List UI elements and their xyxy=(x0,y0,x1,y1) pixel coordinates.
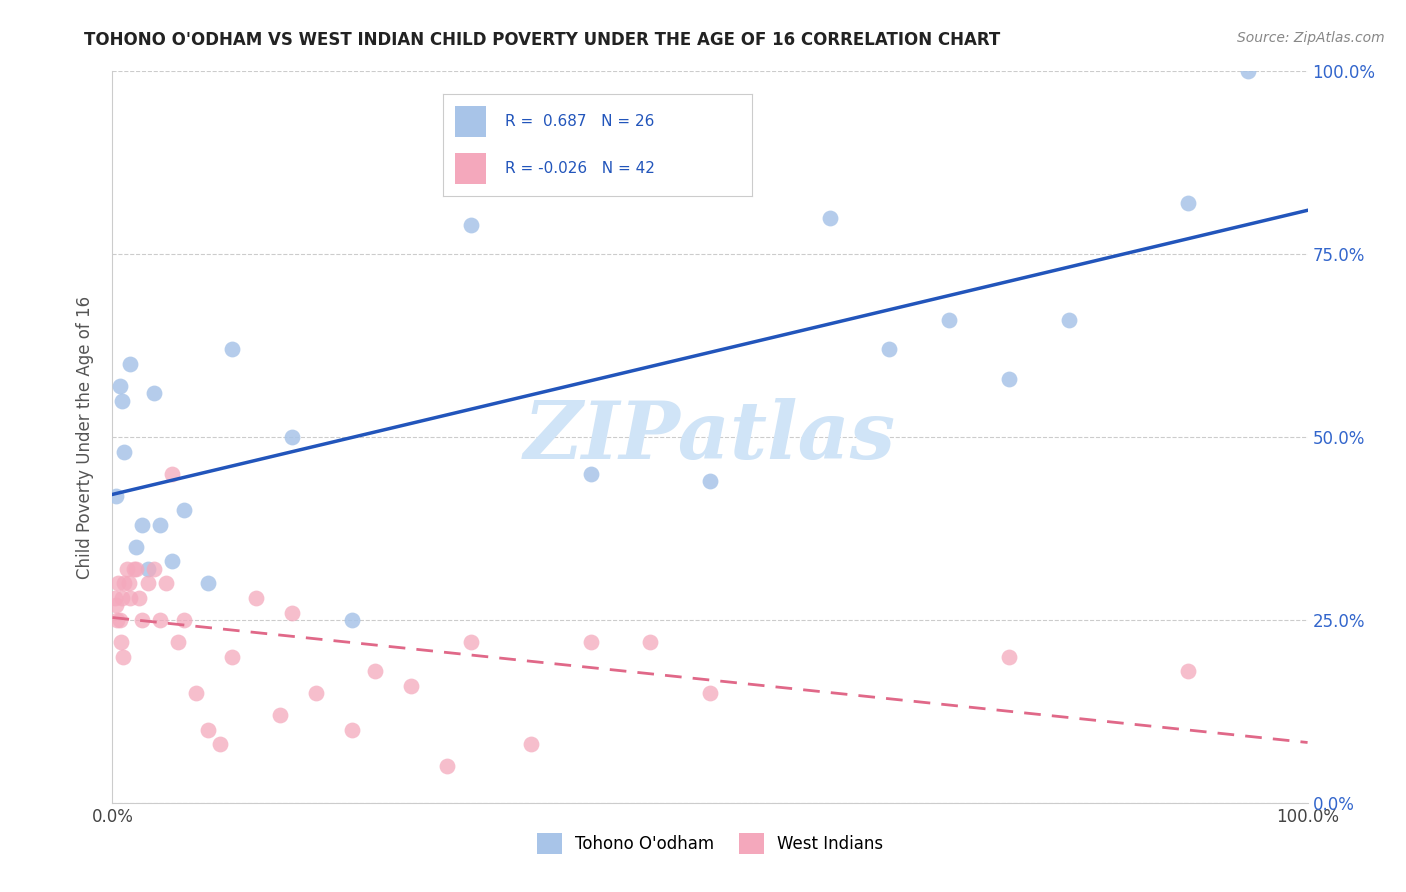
Point xyxy=(112,649,135,664)
Point xyxy=(998,371,1021,385)
Point xyxy=(305,686,328,700)
Point xyxy=(128,591,150,605)
Point xyxy=(460,218,482,232)
Point xyxy=(105,613,128,627)
Point xyxy=(122,562,145,576)
Point xyxy=(269,708,291,723)
Point xyxy=(162,467,183,481)
Point xyxy=(436,759,458,773)
Point xyxy=(1237,64,1260,78)
Point xyxy=(221,343,243,357)
Text: R = -0.026   N = 42: R = -0.026 N = 42 xyxy=(505,161,655,176)
Point xyxy=(281,430,304,444)
Point xyxy=(579,635,602,649)
Point xyxy=(131,613,153,627)
Point xyxy=(143,386,166,401)
Point xyxy=(1177,664,1199,678)
Point xyxy=(699,474,721,488)
Text: TOHONO O'ODHAM VS WEST INDIAN CHILD POVERTY UNDER THE AGE OF 16 CORRELATION CHAR: TOHONO O'ODHAM VS WEST INDIAN CHILD POVE… xyxy=(84,31,1001,49)
Point xyxy=(640,635,662,649)
Point xyxy=(105,489,128,503)
Point xyxy=(107,576,129,591)
Point xyxy=(138,562,160,576)
Point xyxy=(143,562,166,576)
Point xyxy=(998,649,1021,664)
Point xyxy=(111,393,134,408)
Point xyxy=(108,613,131,627)
Point xyxy=(138,576,160,591)
FancyBboxPatch shape xyxy=(456,153,486,184)
Point xyxy=(105,599,128,613)
Point xyxy=(340,613,363,627)
Y-axis label: Child Poverty Under the Age of 16: Child Poverty Under the Age of 16 xyxy=(76,295,94,579)
Point xyxy=(1057,313,1080,327)
Text: Source: ZipAtlas.com: Source: ZipAtlas.com xyxy=(1237,31,1385,45)
Point xyxy=(118,576,141,591)
Point xyxy=(155,576,177,591)
Point xyxy=(104,591,127,605)
Point xyxy=(125,562,148,576)
Point xyxy=(110,635,132,649)
Point xyxy=(1177,196,1199,211)
Point xyxy=(579,467,602,481)
Point xyxy=(401,679,423,693)
Point xyxy=(173,613,195,627)
Point xyxy=(197,723,219,737)
Point xyxy=(125,540,148,554)
Point xyxy=(186,686,208,700)
Point xyxy=(364,664,387,678)
Legend: Tohono O'odham, West Indians: Tohono O'odham, West Indians xyxy=(530,827,890,860)
Point xyxy=(120,591,142,605)
Text: R =  0.687   N = 26: R = 0.687 N = 26 xyxy=(505,114,654,128)
Point xyxy=(460,635,482,649)
Text: ZIPatlas: ZIPatlas xyxy=(524,399,896,475)
Point xyxy=(108,379,131,393)
Point xyxy=(938,313,960,327)
Point xyxy=(209,737,232,751)
Point xyxy=(149,613,172,627)
Point xyxy=(245,591,267,605)
Point xyxy=(167,635,190,649)
Point xyxy=(520,737,543,751)
Point xyxy=(173,503,195,517)
Point xyxy=(197,576,219,591)
Point xyxy=(699,686,721,700)
Point xyxy=(281,606,304,620)
Point xyxy=(131,517,153,532)
Point xyxy=(221,649,243,664)
Point xyxy=(879,343,901,357)
Point xyxy=(818,211,841,225)
Point xyxy=(114,576,135,591)
Point xyxy=(115,562,138,576)
Point xyxy=(340,723,363,737)
Point xyxy=(149,517,172,532)
Point xyxy=(162,554,183,568)
Point xyxy=(114,444,135,458)
Point xyxy=(111,591,134,605)
Point xyxy=(120,357,142,371)
FancyBboxPatch shape xyxy=(456,106,486,136)
